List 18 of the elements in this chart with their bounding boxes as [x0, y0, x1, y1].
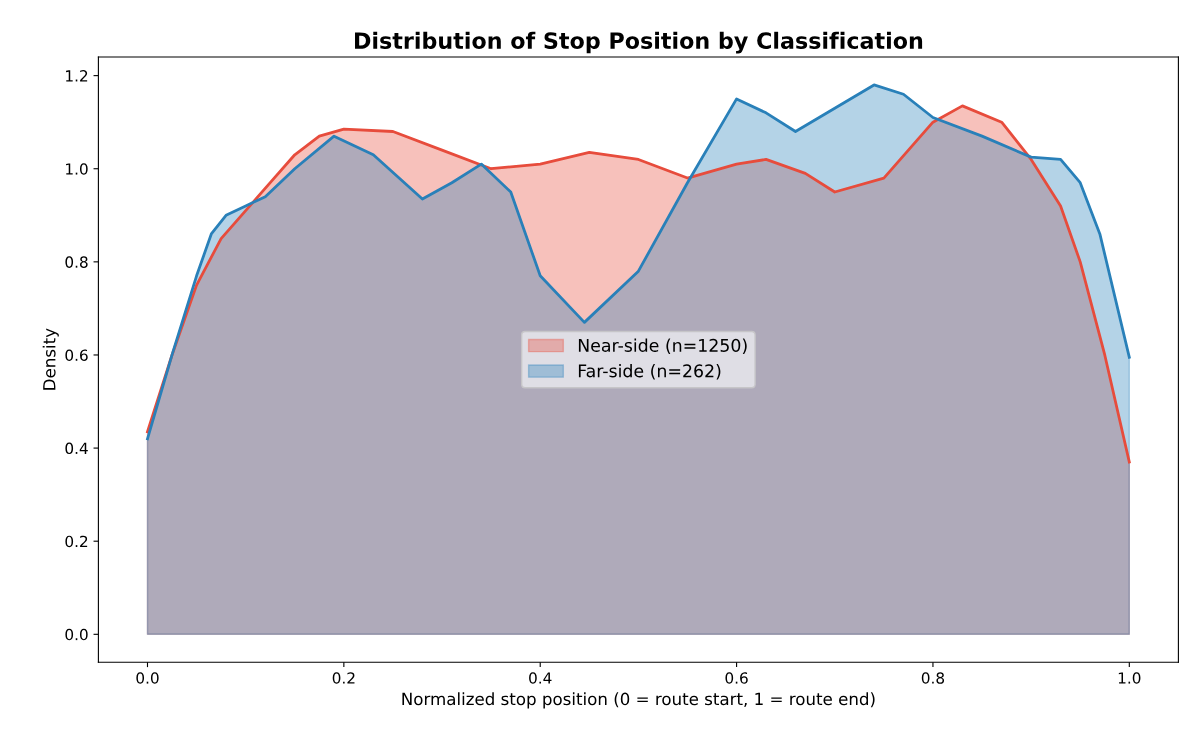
y-tick-label: 0.0 — [65, 628, 88, 641]
legend-label: Far-side (n=262) — [578, 363, 721, 380]
x-tick-label: 0.4 — [529, 672, 552, 684]
y-axis-title: Density — [42, 328, 59, 390]
chart-title: Distribution of Stop Position by Classification — [355, 31, 923, 54]
x-axis-title: Normalized stop position (0 = route start, 1 = route end) — [402, 692, 875, 709]
y-tick-label: 0.6 — [65, 349, 88, 361]
x-tick-label: 1.0 — [1118, 672, 1141, 684]
y-tick-label: 1.2 — [66, 70, 88, 82]
y-tick-label: 0.2 — [65, 535, 88, 548]
x-tick-label: 0.2 — [332, 672, 355, 684]
x-tick-label: 0.8 — [921, 672, 945, 684]
y-tick-label: 0.8 — [65, 256, 88, 268]
x-tick-label: 0.0 — [136, 672, 159, 684]
x-tick-label: 0.6 — [725, 672, 748, 684]
y-tick-label: 0.4 — [65, 442, 88, 455]
legend-label: Near-side (n=1250) — [578, 338, 747, 354]
y-tick-label: 1.0 — [66, 163, 88, 175]
